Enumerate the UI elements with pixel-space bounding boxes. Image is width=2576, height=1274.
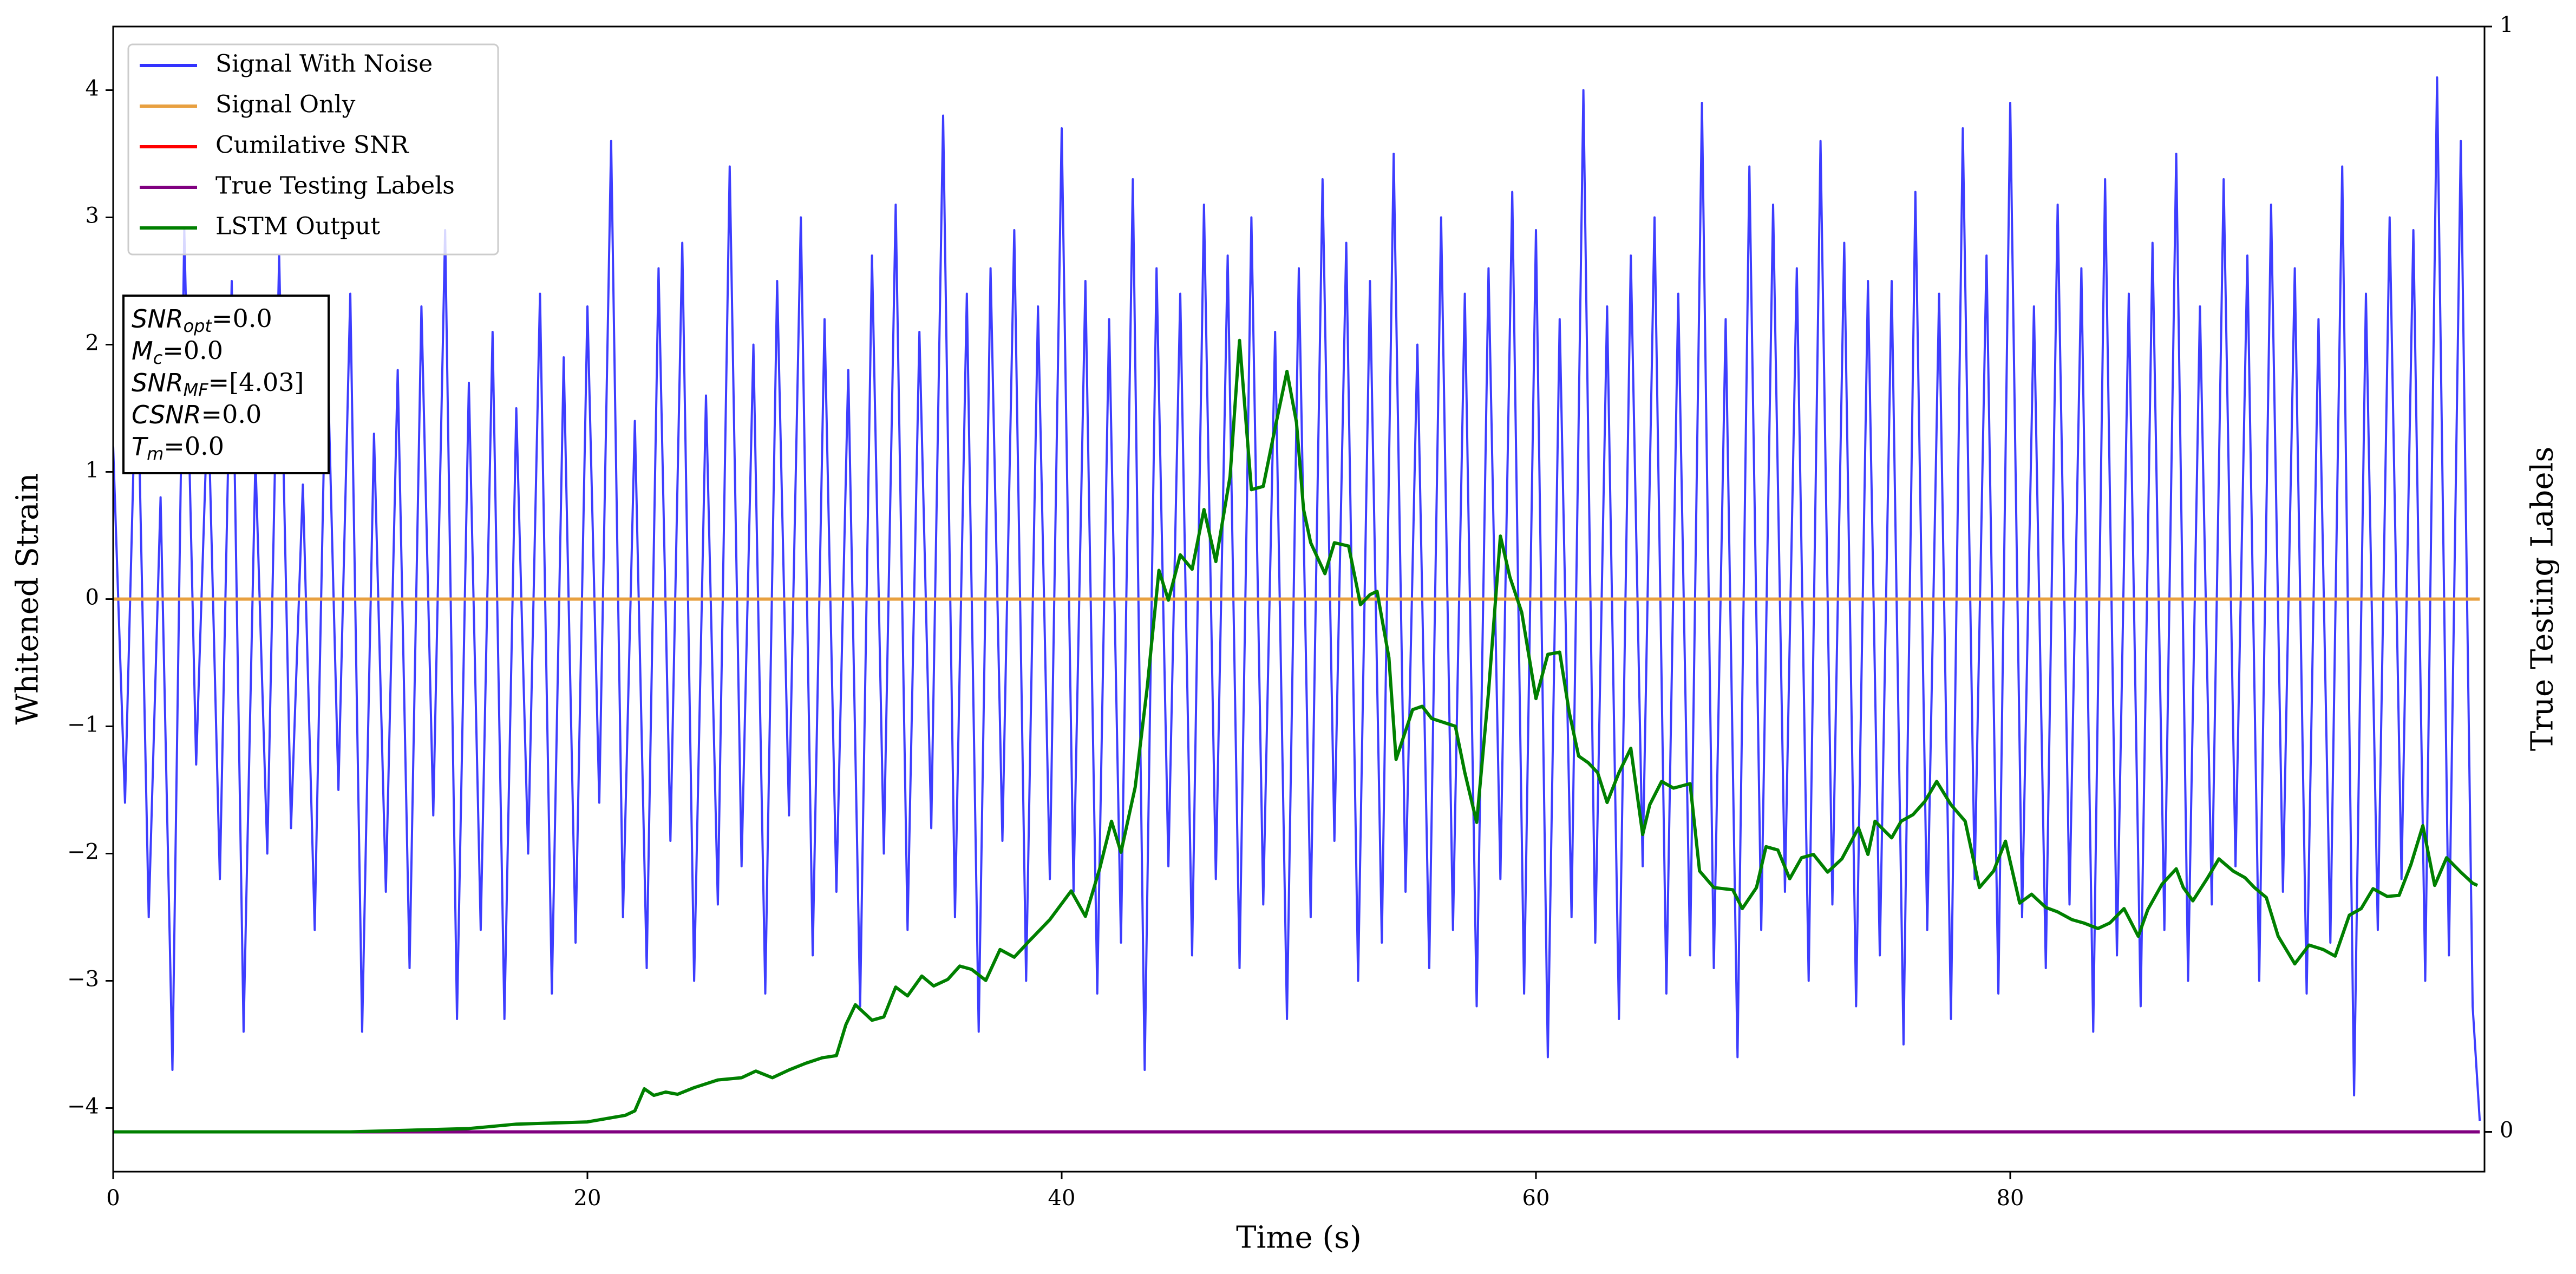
y-tick-label: −1 bbox=[67, 713, 99, 737]
y-axis-label: Whitened Strain bbox=[10, 473, 45, 724]
annotation-subscript: c bbox=[153, 348, 163, 368]
annotation-symbol: SNR bbox=[132, 368, 184, 397]
y-tick-label: −4 bbox=[67, 1094, 99, 1119]
y-tick-label: 1 bbox=[86, 458, 99, 483]
annotation-line: SNRopt=0.0 bbox=[132, 304, 272, 336]
annotation-value: =0.0 bbox=[212, 304, 272, 333]
x-tick-label: 0 bbox=[106, 1186, 120, 1211]
annotation-symbol: CSNR bbox=[132, 400, 201, 429]
y-tick-label: 3 bbox=[86, 204, 99, 228]
legend-label: LSTM Output bbox=[215, 213, 380, 240]
y-tick-label: 0 bbox=[86, 585, 99, 610]
plot-area bbox=[113, 76, 2481, 1134]
annotation-symbol: M bbox=[132, 336, 153, 365]
annotation-subscript: m bbox=[147, 443, 164, 464]
legend-label: True Testing Labels bbox=[215, 172, 455, 200]
y-tick-label: 4 bbox=[86, 76, 99, 101]
annotation-value: =0.0 bbox=[164, 432, 224, 461]
annotation-value: =0.0 bbox=[162, 336, 223, 365]
y-tick-label: 2 bbox=[86, 331, 99, 356]
annotation-value: =0.0 bbox=[201, 400, 262, 429]
x-tick-label: 80 bbox=[1997, 1186, 2024, 1211]
legend-label: Signal Only bbox=[215, 91, 355, 119]
y-tick-label: −3 bbox=[67, 967, 99, 992]
y2-tick-label: 0 bbox=[2500, 1118, 2513, 1143]
annotation-box bbox=[122, 295, 330, 474]
annotation-line: Mc=0.0 bbox=[132, 336, 223, 368]
y-tick-label: −2 bbox=[67, 840, 99, 865]
y2-axis-label: True Testing Labels bbox=[2525, 447, 2560, 751]
legend-label: Signal With Noise bbox=[215, 50, 433, 78]
x-tick-label: 20 bbox=[574, 1186, 601, 1211]
annotation-line: CSNR=0.0 bbox=[132, 400, 261, 429]
annotation-symbol: T bbox=[132, 432, 149, 461]
annotation-subscript: MF bbox=[184, 380, 209, 400]
series-line bbox=[113, 338, 2479, 1134]
legend-label: Cumilative SNR bbox=[215, 132, 409, 159]
x-axis-label: Time (s) bbox=[1236, 1220, 1362, 1256]
annotation-symbol: SNR bbox=[132, 304, 184, 334]
annotation-subscript: opt bbox=[184, 316, 213, 336]
annotation-line: SNRMF=[4.03] bbox=[132, 368, 304, 400]
x-tick-label: 60 bbox=[1522, 1186, 1550, 1211]
series-line bbox=[113, 76, 2481, 1121]
annotation-line: Tm=0.0 bbox=[132, 432, 224, 464]
annotation-value: =[4.03] bbox=[208, 368, 304, 397]
y2-tick-label: 1 bbox=[2500, 12, 2513, 37]
x-tick-label: 40 bbox=[1048, 1186, 1076, 1211]
legend-box bbox=[127, 43, 499, 256]
